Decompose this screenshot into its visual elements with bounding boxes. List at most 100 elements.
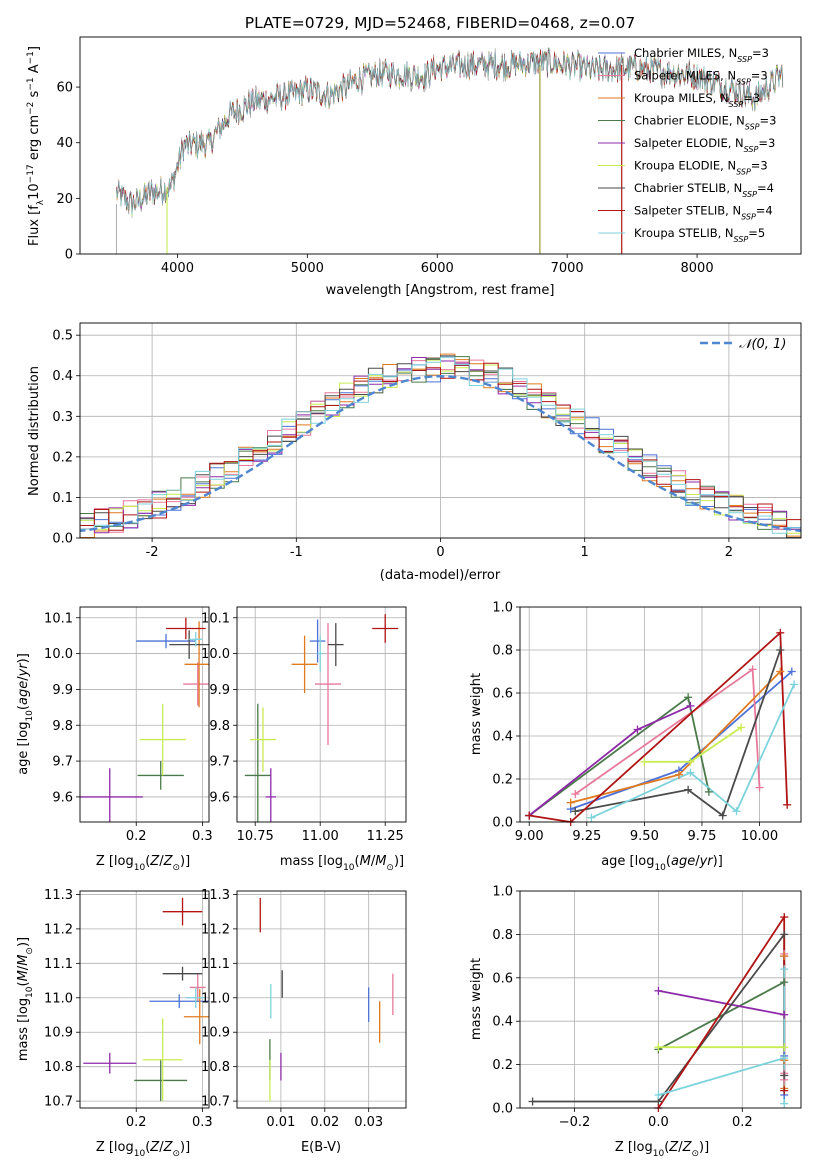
legend-label: Salpeter ELODIE, NSSP=3	[634, 136, 775, 154]
plot-area-mass-vs-ebv	[237, 891, 406, 1108]
legend-subscript: SSP	[737, 55, 752, 64]
x-tick-label: 9.00	[515, 829, 544, 844]
legend-name: Kroupa STELIB, N	[634, 226, 734, 240]
y-tick-label: 0.4	[52, 369, 73, 384]
y-tick-label: 9.8	[209, 719, 230, 734]
x-axis-label: wavelength [Angstrom, rest frame]	[326, 283, 555, 298]
x-tick-label: 4000	[161, 261, 194, 276]
label-segment: ⊙	[691, 1149, 699, 1159]
x-tick-label: 0.2	[126, 1115, 147, 1130]
y-tick-label: 0.8	[492, 928, 513, 943]
x-tick-label: −0.2	[559, 1115, 591, 1130]
legend-name: Salpeter ELODIE, N	[634, 136, 744, 150]
y-tick-label: 9.8	[52, 719, 73, 734]
label-segment: /	[695, 854, 700, 869]
y-tick-label: 9.6	[52, 790, 73, 805]
label-segment: s	[27, 90, 42, 101]
y-tick-label: 9.9	[52, 683, 73, 698]
y-tick-label: 9.9	[209, 683, 230, 698]
plot-area-mass-vs-Z	[80, 891, 209, 1108]
legend-name: Salpeter MILES, N	[634, 69, 736, 83]
label-segment: (	[16, 981, 31, 986]
y-tick-label: 0.1	[52, 491, 73, 506]
label-segment: Z [log	[96, 854, 134, 869]
axes-frame	[236, 606, 407, 823]
label-segment: Z	[163, 854, 174, 869]
label-segment: A	[27, 64, 42, 77]
legend-name: Kroupa MILES, N	[634, 91, 729, 105]
legend-label: Chabrier MILES, NSSP=3	[634, 46, 769, 64]
axes-age-vs-mass: 10.75 11.00 11.25 9.6 9.7 9.8 9.9 10.0 10.1 mass …	[201, 606, 407, 873]
y-tick-label: 11.0	[44, 991, 73, 1006]
x-tick-label: 9.25	[572, 829, 601, 844]
y-tick-label: 0.0	[492, 1102, 513, 1117]
label-segment: Z	[668, 1140, 679, 1155]
series-line	[528, 705, 691, 817]
x-tick-label: 0	[436, 545, 444, 560]
y-tick-label: 0.2	[52, 450, 73, 465]
x-tick-label: 9.75	[687, 829, 716, 844]
y-tick-label: 0.4	[492, 1015, 513, 1030]
x-axis-label: (data-model)/error	[380, 568, 501, 583]
axes-residuals: -2 -1 0 1 2 0.0 0.1 0.2 0.3 0.4 0.5 𝒩(0, 1) (data-mo…	[27, 322, 802, 583]
x-tick-label: 11.25	[367, 829, 404, 844]
x-tick-label: 0.01	[266, 1115, 295, 1130]
x-axis-label: mass [log10(M/M⊙)]	[280, 854, 404, 873]
legend-label: Salpeter MILES, NSSP=3	[634, 69, 768, 87]
legend-subscript: SSP	[736, 167, 751, 176]
x-axis-label: Z [log10(Z/Z⊙)]	[96, 854, 190, 873]
plot-area-age-vs-Z	[80, 607, 209, 822]
y-tick-label: 10.0	[44, 647, 73, 662]
label-segment: yr	[16, 662, 31, 678]
axes-frame	[236, 890, 407, 1109]
x-tick-label: -2	[146, 545, 159, 560]
legend-subscript: SSP	[734, 235, 749, 244]
legend-count: =3	[752, 46, 769, 60]
y-tick-label: 9.7	[52, 755, 73, 770]
label-segment: λ	[36, 199, 46, 205]
y-tick-label: 0.5	[52, 329, 73, 344]
label-segment: yr	[699, 854, 715, 869]
y-tick-label: 10.7	[44, 1095, 73, 1110]
x-tick-label: 7000	[551, 261, 584, 276]
legend-subscript: SSP	[729, 100, 744, 109]
legend-name: Chabrier ELODIE, N	[634, 114, 745, 128]
plot-area-age-vs-mass	[237, 607, 406, 822]
legend-count: =4	[756, 204, 773, 218]
label-segment: 10	[653, 1149, 665, 1159]
label-segment: age [log	[16, 722, 31, 775]
y-tick-label: 60	[56, 81, 73, 96]
axes-frame	[519, 606, 802, 823]
legend-label: Chabrier STELIB, NSSP=4	[634, 181, 774, 199]
y-tick-label: 11.3	[44, 888, 73, 903]
y-tick-label: 11.1	[201, 957, 230, 972]
label-segment: 10	[134, 1149, 146, 1159]
legend-subscript: SSP	[736, 77, 751, 86]
x-tick-label: 5000	[291, 261, 324, 276]
legend-name: Salpeter STELIB, N	[634, 204, 741, 218]
y-tick-label: 0.2	[492, 1058, 513, 1073]
y-tick-label: 11.2	[44, 922, 73, 937]
axes-weights-vs-age: 9.00 9.25 9.50 9.75 10.00 0.0 0.2 0.4 0.6 0.8 1.0 a…	[469, 601, 802, 873]
axes-frame	[79, 606, 210, 823]
x-tick-label: 0.3	[192, 1115, 213, 1130]
label-segment: ]	[27, 46, 42, 51]
y-tick-label: 11.2	[201, 922, 230, 937]
x-tick-label: 0.0	[648, 1115, 669, 1130]
y-axis-label: Normed distribution	[27, 366, 42, 496]
y-tick-label: 10.9	[201, 1026, 230, 1041]
y-tick-label: 0.8	[492, 644, 513, 659]
axes-frame	[79, 322, 802, 539]
x-tick-label: 0.2	[126, 829, 147, 844]
label-segment: 10	[343, 863, 355, 873]
y-tick-label: 10.8	[44, 1060, 73, 1075]
normal-curve	[80, 374, 801, 533]
plot-area-spectrum	[115, 47, 784, 254]
y-tick-label: 0.0	[52, 532, 73, 547]
y-tick-label: 10.8	[201, 1060, 230, 1075]
axes-mass-vs-ebv: 0.01 0.02 0.03 10.7 10.8 10.9 11.0 11.1 11.2 11.3…	[201, 888, 407, 1155]
axes-frame	[79, 36, 802, 255]
y-tick-label: 10.7	[201, 1095, 230, 1110]
x-tick-label: 9.50	[630, 829, 659, 844]
